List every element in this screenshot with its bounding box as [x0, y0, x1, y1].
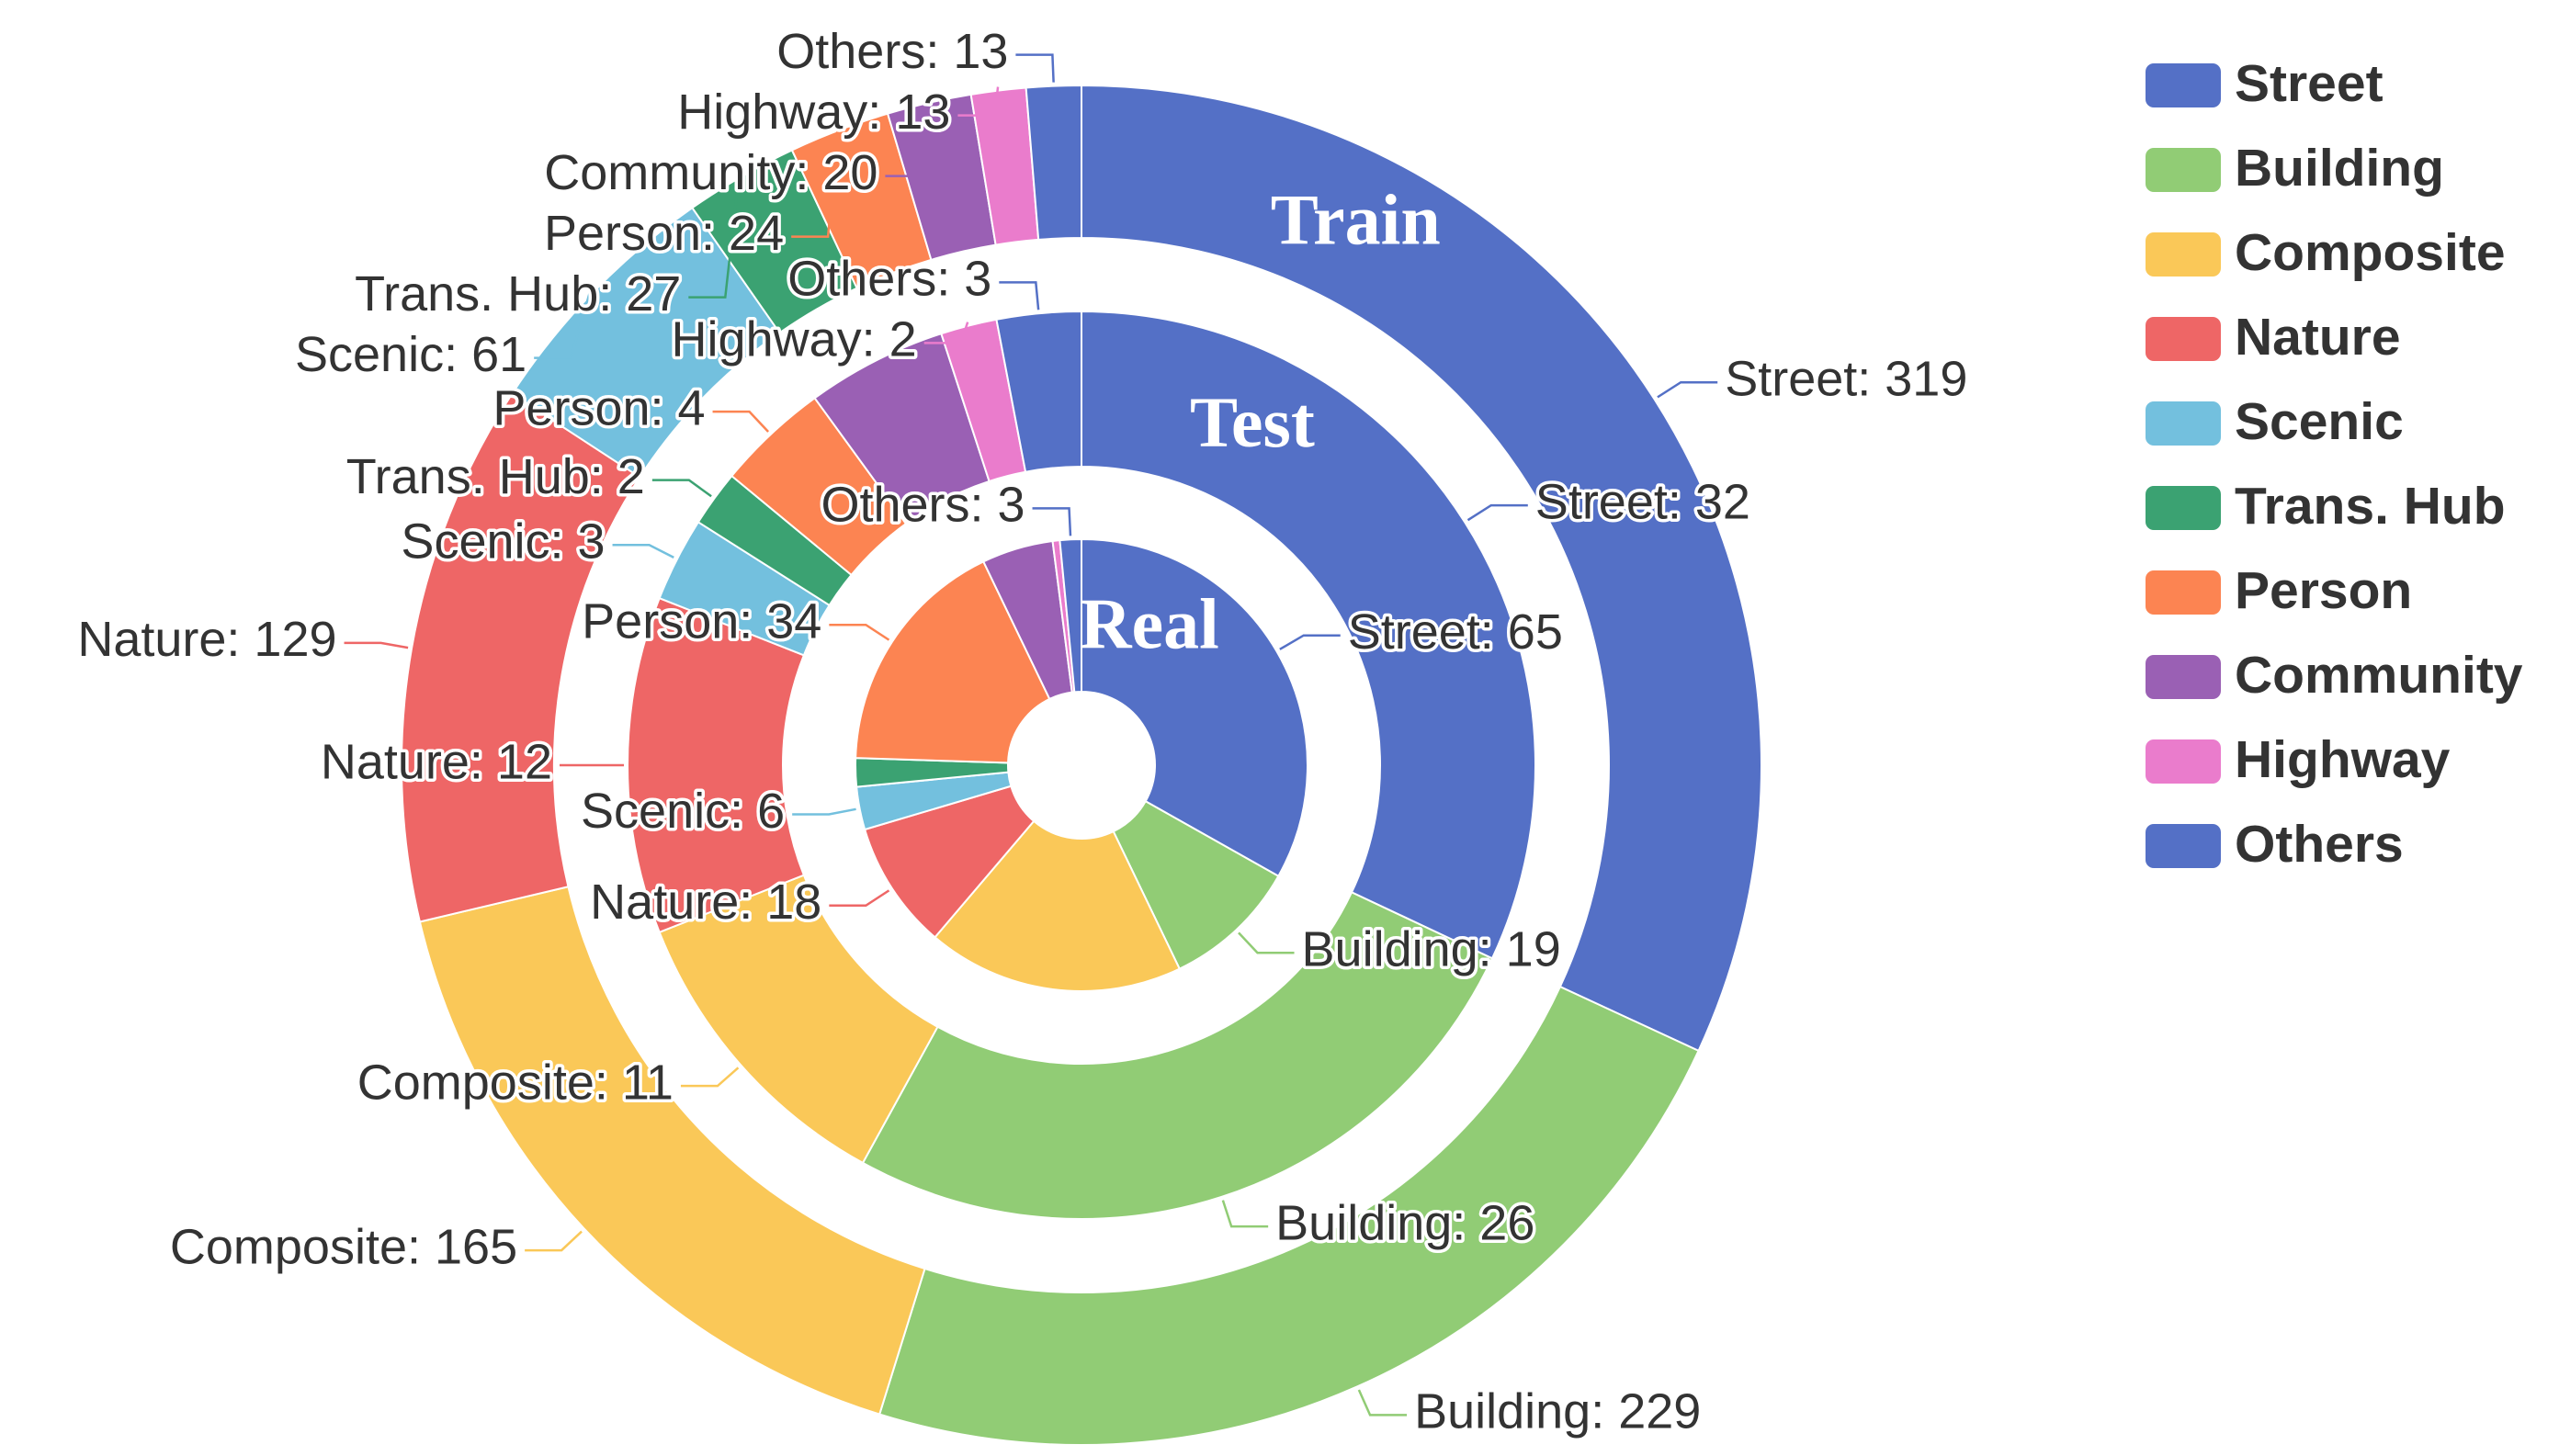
leader-line — [1279, 634, 1341, 650]
leader-line — [791, 126, 840, 238]
donut-sector — [995, 310, 1082, 473]
legend-swatch — [2146, 739, 2221, 784]
leader-line — [1015, 53, 1055, 83]
donut-sector — [1025, 84, 1082, 241]
data-label: Person: 34 — [582, 594, 821, 649]
legend-swatch — [2146, 148, 2221, 192]
data-label: Building: 26 — [1275, 1195, 1534, 1250]
legend-swatch — [2146, 232, 2221, 277]
legend-label: Nature — [2235, 308, 2401, 367]
legend-swatch — [2146, 655, 2221, 699]
legend-swatch — [2146, 401, 2221, 446]
leader-line — [957, 86, 1000, 117]
leader-line — [612, 544, 674, 559]
legend-label: Scenic — [2235, 392, 2404, 451]
leader-line — [885, 98, 930, 177]
donut-sector — [878, 985, 1700, 1446]
leader-line — [1657, 380, 1718, 399]
donut-sector — [1112, 799, 1280, 970]
data-label: Street: 32 — [1535, 474, 1750, 529]
legend-swatch — [2146, 486, 2221, 530]
leader-line — [712, 410, 770, 433]
donut-sector — [934, 819, 1182, 992]
data-label: Scenic: 61 — [295, 327, 527, 382]
leader-line — [792, 807, 856, 816]
donut-sector — [1081, 310, 1536, 960]
data-label: Trans. Hub: 2 — [346, 449, 645, 504]
legend-label: Composite — [2235, 223, 2506, 282]
data-labels: Street: 65 Building: 19 Nature: 18 Scenic: … — [74, 20, 1971, 1442]
ring-name: Test — [1190, 382, 1315, 462]
data-label: Others: 3 — [787, 252, 991, 307]
data-label: Others: 13 — [776, 24, 1008, 79]
legend-label: Building — [2235, 139, 2444, 198]
leader-line — [651, 479, 712, 498]
leader-line — [829, 624, 890, 641]
legend-label: Person — [2235, 561, 2412, 620]
data-label: Nature: 12 — [321, 734, 552, 789]
leader-line — [1357, 1389, 1408, 1416]
legend-label: Highway — [2235, 730, 2451, 789]
data-label: Nature: 18 — [590, 875, 821, 930]
legend-label: Community — [2235, 646, 2523, 705]
legend-label: Trans. Hub — [2235, 477, 2506, 536]
donut-sector — [1081, 537, 1308, 878]
leader-line — [534, 288, 592, 359]
rings — [401, 84, 1762, 1446]
data-label: Person: 24 — [544, 206, 784, 261]
legend: Street Building Composite Nature Scenic Trans… — [2146, 54, 2523, 874]
data-label: Composite: 165 — [170, 1219, 517, 1274]
data-label: Composite: 11 — [357, 1055, 674, 1110]
data-label: Scenic: 3 — [401, 514, 605, 570]
leader-line — [688, 173, 741, 299]
ring-names: Real Test Train — [1080, 180, 1441, 664]
donut-sector — [1059, 537, 1082, 694]
leader-line — [923, 322, 969, 344]
leader-line — [999, 281, 1040, 310]
leader-line — [829, 889, 890, 907]
leader-line — [1221, 1200, 1269, 1228]
ring-name: Real — [1080, 584, 1219, 664]
leader-line — [525, 1230, 583, 1252]
data-label: Person: 4 — [493, 380, 705, 435]
legend-label: Street — [2235, 54, 2383, 113]
ring-name: Train — [1271, 180, 1441, 260]
donut-sector — [1081, 84, 1762, 1053]
data-label: Community: 20 — [544, 145, 878, 200]
leader-lines — [344, 53, 1718, 1416]
leader-line — [1466, 503, 1528, 522]
legend-swatch — [2146, 317, 2221, 361]
data-label: Nature: 129 — [77, 612, 336, 667]
data-label: Street: 65 — [1348, 604, 1563, 660]
data-label: Scenic: 6 — [581, 784, 785, 839]
legend-swatch — [2146, 570, 2221, 615]
donut-sector — [855, 560, 1051, 764]
data-label: Street: 319 — [1725, 351, 1967, 406]
data-label: Building: 229 — [1414, 1384, 1701, 1439]
data-label: Building: 19 — [1302, 921, 1561, 976]
donut-sector — [861, 891, 1494, 1220]
data-label: Others: 3 — [821, 478, 1025, 533]
data-label: Trans. Hub: 27 — [355, 266, 681, 322]
legend-label: Others — [2235, 815, 2404, 874]
data-label: Highway: 2 — [672, 312, 917, 367]
leader-line — [344, 641, 409, 649]
legend-swatch — [2146, 824, 2221, 868]
legend-swatch — [2146, 63, 2221, 107]
leader-line — [680, 1067, 740, 1088]
data-label: Highway: 13 — [677, 85, 950, 140]
leader-line — [1032, 507, 1072, 536]
leader-line — [1238, 931, 1295, 954]
